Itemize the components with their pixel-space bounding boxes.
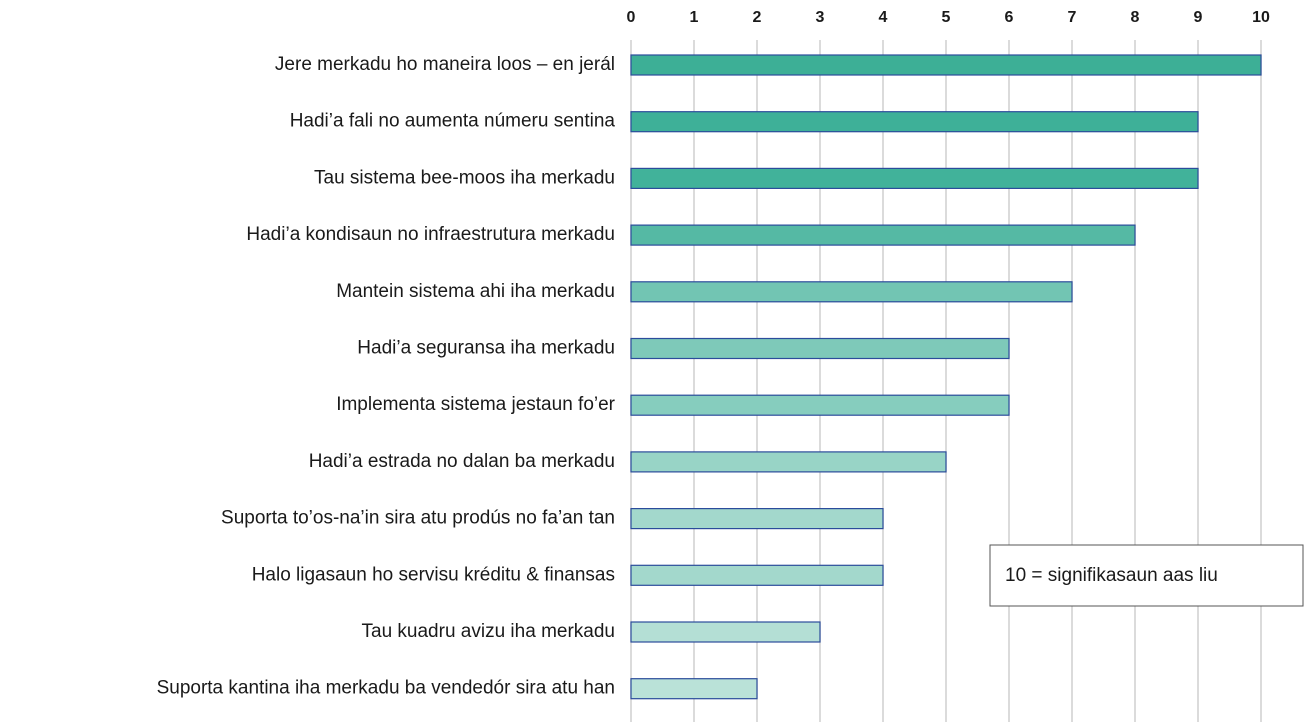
y-tick-label: Mantein sistema ahi iha merkadu	[336, 281, 615, 302]
bar	[630, 224, 1136, 246]
annotation: 10 = signifikasaun aas liu	[1005, 565, 1218, 586]
y-tick-label: Halo ligasaun ho servisu kréditu & finan…	[252, 564, 615, 585]
bar	[630, 54, 1262, 76]
x-tick-label: 2	[753, 9, 762, 26]
bar	[630, 167, 1199, 189]
x-tick-label: 5	[942, 9, 951, 26]
y-tick-label: Tau kuadru avizu iha merkadu	[362, 621, 615, 642]
bar	[630, 564, 884, 586]
bar	[630, 281, 1073, 303]
y-tick-label: Tau sistema bee-moos iha merkadu	[314, 167, 615, 188]
bar	[630, 394, 1010, 416]
y-tick-label: Hadi’a seguransa iha merkadu	[357, 338, 615, 359]
y-tick-label: Hadi’a fali no aumenta númeru sentina	[290, 111, 616, 132]
x-tick-label: 3	[816, 9, 825, 26]
x-tick-label: 7	[1068, 9, 1077, 26]
bar	[630, 111, 1199, 133]
bar	[630, 678, 758, 700]
bar	[630, 337, 1010, 360]
x-tick-label: 10	[1252, 9, 1270, 26]
bar	[630, 508, 884, 530]
y-tick-label: Jere merkadu ho maneira loos – en jerál	[275, 54, 615, 75]
annotation-box	[989, 544, 1304, 607]
y-tick-label: Implementa sistema jestaun fo’er	[336, 394, 615, 415]
x-tick-label: 1	[690, 9, 699, 26]
y-tick-label: Hadi’a kondisaun no infraestrutura merka…	[246, 224, 615, 245]
y-tick-label: Suporta to’os-na’in sira atu prodús no f…	[221, 508, 615, 529]
x-tick-label: 4	[879, 9, 888, 26]
bar	[630, 451, 947, 473]
x-tick-label: 6	[1005, 9, 1014, 26]
y-tick-label: Suporta kantina iha merkadu ba vendedór …	[157, 678, 615, 699]
bar	[630, 621, 821, 643]
x-tick-label: 8	[1131, 9, 1140, 26]
x-tick-label: 9	[1194, 9, 1203, 26]
y-tick-label: Hadi’a estrada no dalan ba merkadu	[309, 451, 615, 472]
x-tick-label: 0	[627, 9, 636, 26]
